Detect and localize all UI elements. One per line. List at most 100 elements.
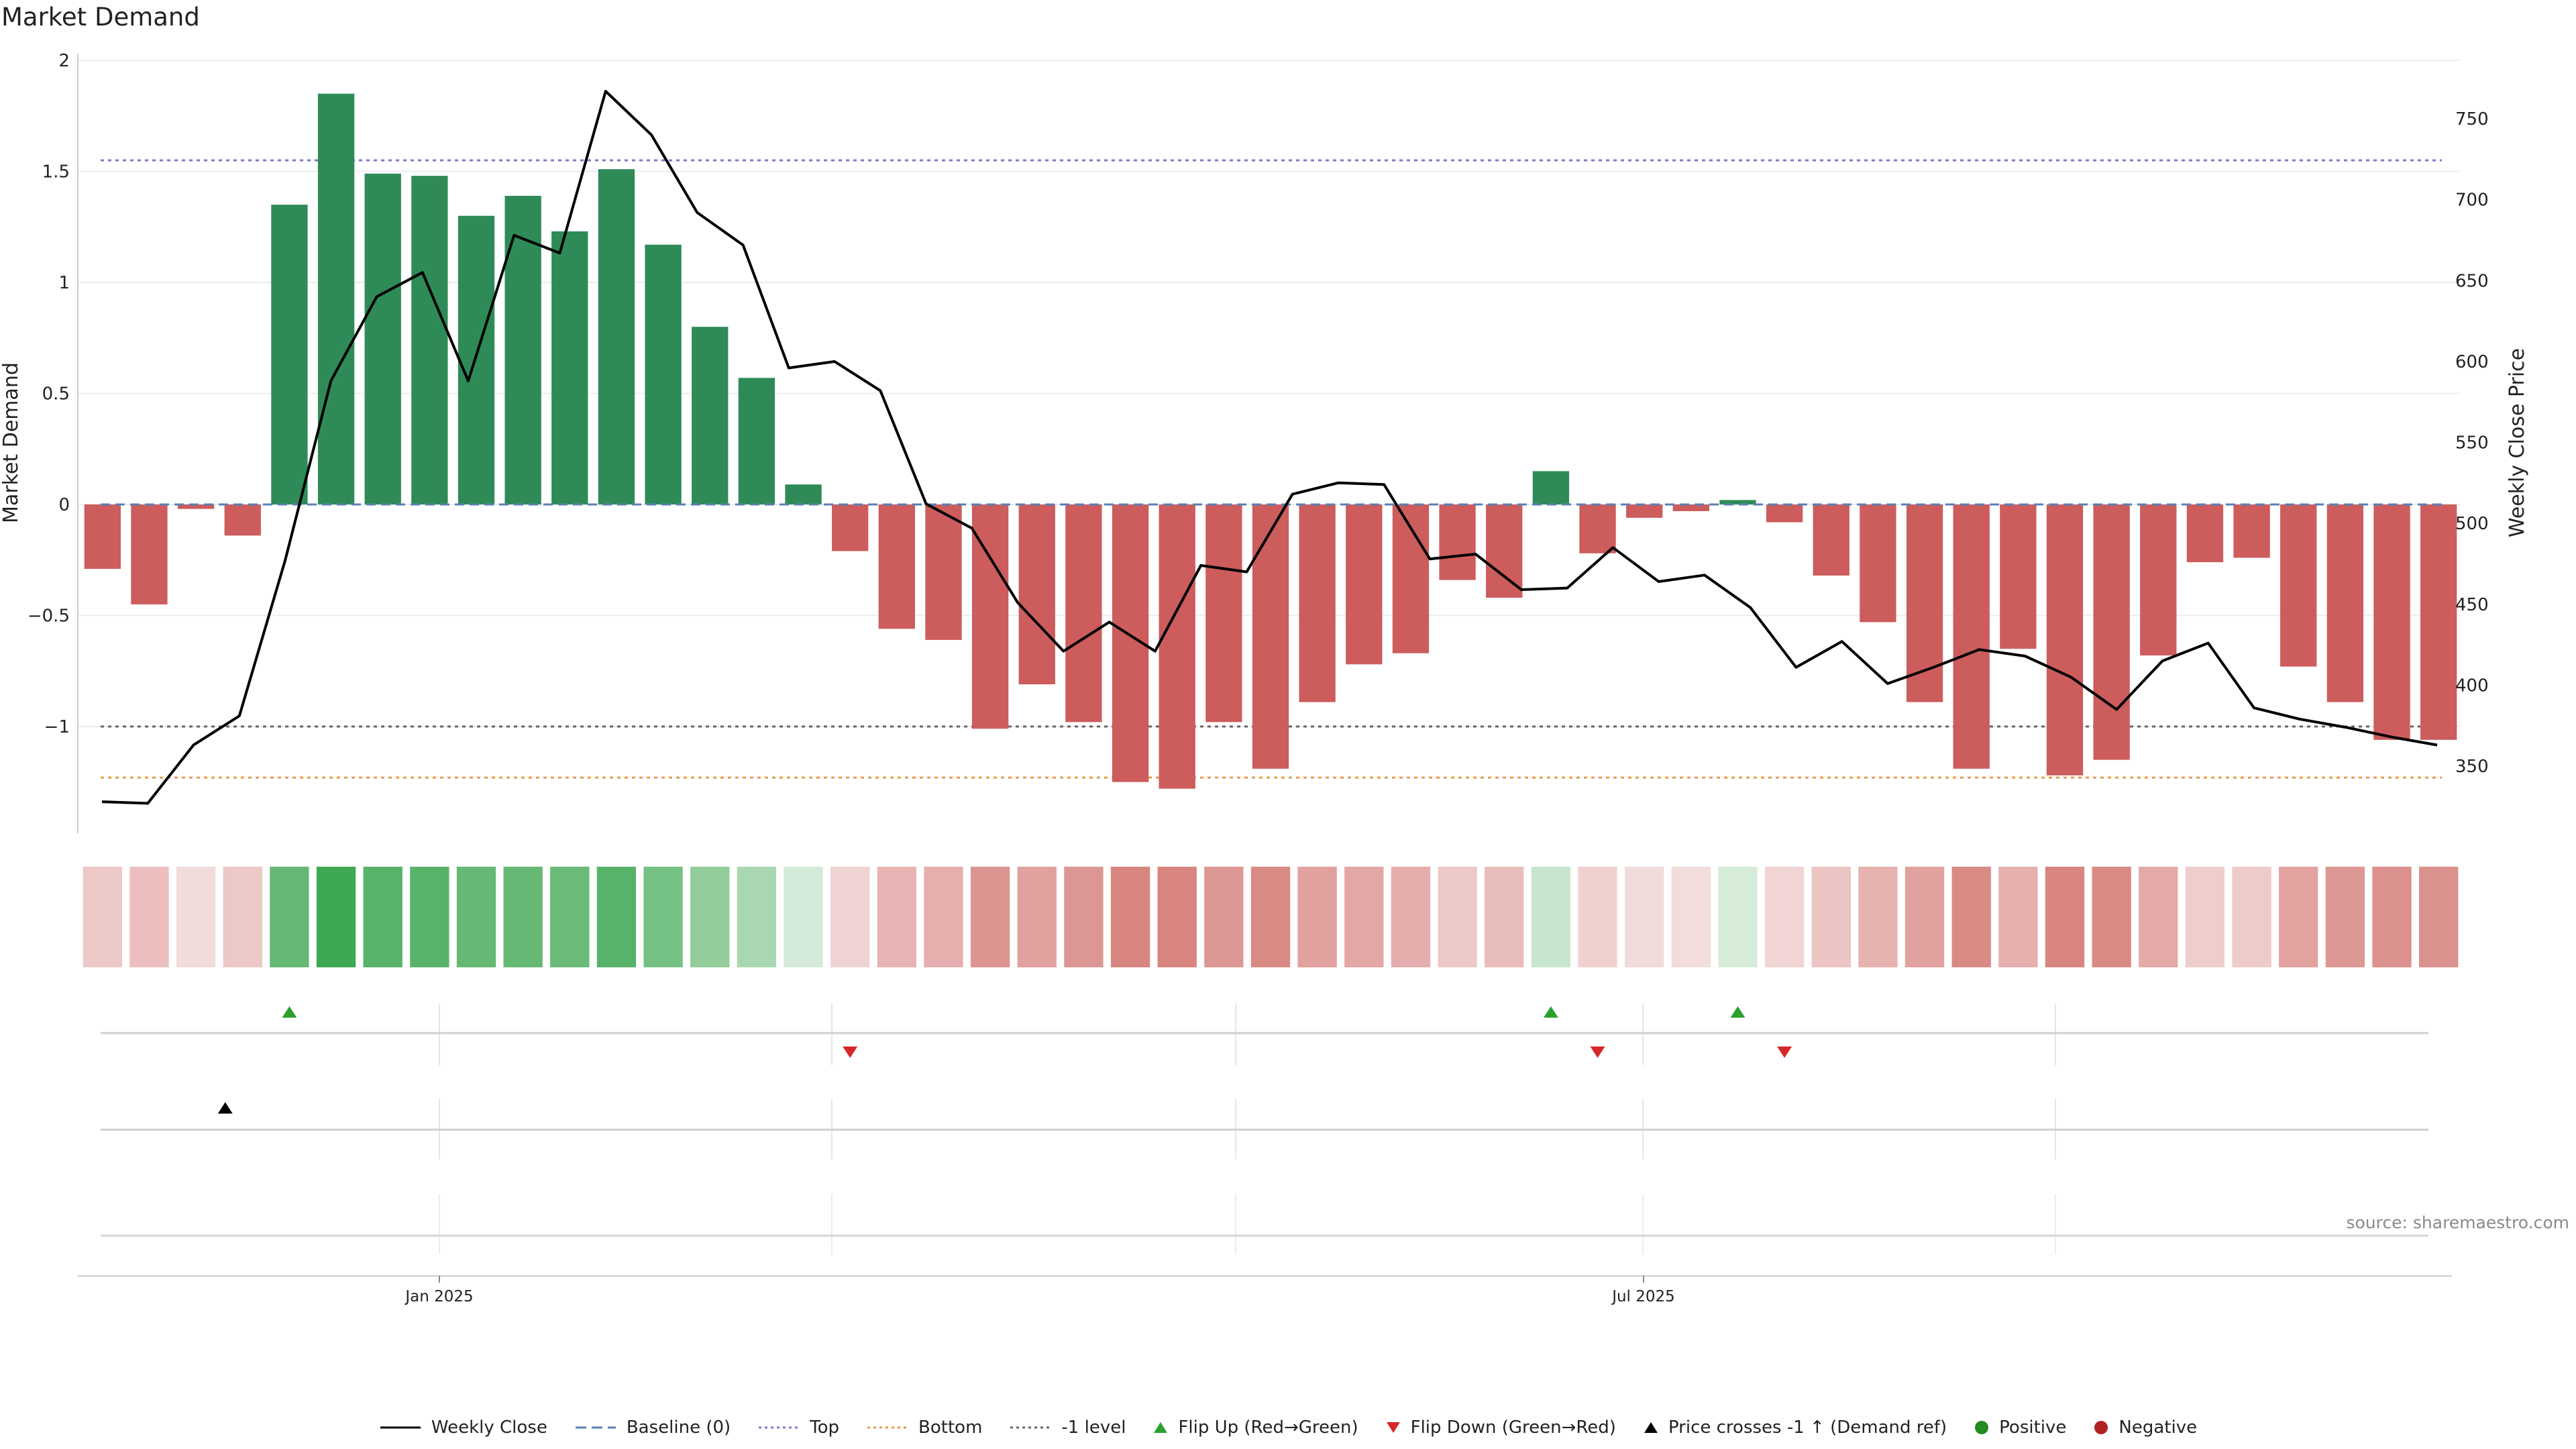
heat-cell [970,867,1010,967]
negative-dot-icon [2094,1421,2108,1434]
demand-bar [177,504,215,509]
y2-tick-label: 350 [2455,757,2489,777]
demand-bar [504,195,541,504]
y2-tick-label: 600 [2455,352,2489,372]
heat-cell [270,867,309,967]
y-tick-label: 0.5 [42,384,70,405]
demand-bar [411,176,448,504]
flip-down-marker [1590,1046,1605,1058]
heat-cell [2419,867,2459,967]
market-demand-chart: 2 1.5 1 0.5 0 −0.5 −1 Market Demand 750 700 650 600… [0,51,2529,1305]
heat-cell [1344,867,1384,967]
heat-cell [1485,867,1524,967]
demand-bar [1018,504,1055,685]
demand-bar [1486,504,1523,598]
legend-item-weekly-close: Weekly Close [379,1417,547,1438]
demand-bar [2373,504,2410,740]
y2-tick-label: 700 [2455,191,2489,211]
demand-bar [1766,504,1803,523]
y2-tick-label: 650 [2455,271,2489,291]
demand-bars [84,93,2457,789]
legend-swatch-top [759,1426,800,1429]
demand-bar [1626,504,1663,518]
demand-bar [224,504,261,536]
flip-down-marker [1777,1046,1792,1058]
demand-bar [971,504,1009,729]
demand-bar [1299,504,1336,702]
demand-bar [2280,504,2317,667]
legend-label: Flip Up (Red→Green) [1178,1417,1358,1438]
legend-item-bottom: Bottom [866,1417,982,1438]
heat-cell [2045,867,2085,967]
y2-axis-label: Weekly Close Price [2506,348,2529,537]
demand-bar [1252,504,1289,769]
demand-bar [2420,504,2457,740]
y2-tick-label: 500 [2455,514,2489,534]
demand-bar [2140,504,2177,656]
legend-swatch-baseline [575,1426,616,1429]
y-tick-label: −1 [44,717,70,737]
y2-tick-label: 400 [2455,676,2489,696]
legend-label: Positive [1999,1417,2067,1438]
legend-item-top: Top [757,1417,839,1438]
demand-bar [1205,504,1242,722]
heat-cell [2232,867,2271,967]
demand-bar [1159,504,1195,789]
demand-bar [1579,504,1616,553]
demand-bar [1439,504,1476,580]
chart-title: Market Demand [1,3,200,32]
legend-item-positive: Positive [1974,1417,2066,1438]
demand-bar [1065,504,1102,722]
positive-dot-icon [1975,1421,1989,1434]
y-axis-label: Market Demand [0,362,23,523]
heat-cell [1531,867,1571,967]
flip-up-marker [1543,1006,1558,1018]
legend-swatch-bottom [867,1426,908,1429]
flip-down-marker-icon [1386,1422,1400,1433]
demand-bar [832,504,869,551]
heat-cell [1157,867,1197,967]
weekly-close-polyline [101,90,2438,805]
heat-cell [1110,867,1150,967]
demand-bar [2186,504,2224,563]
heat-cell [83,867,122,967]
demand-bar [598,169,635,504]
event-panels: Jan 2025 Jul 2025 [78,1004,2452,1305]
legend-item-flip-up: Flip Up (Red→Green) [1152,1417,1358,1438]
heat-cell [877,867,916,967]
legend-item-negative: Negative [2093,1417,2197,1438]
y-tick-label: 1.5 [42,162,70,182]
heat-cell [1297,867,1337,967]
heat-cell [784,867,823,967]
heat-cell [643,867,683,967]
heat-cell [2139,867,2178,967]
heat-cell [2279,867,2318,967]
demand-bar [317,93,355,504]
demand-bar [2093,504,2130,760]
y2-tick-label: 750 [2455,109,2489,129]
heat-cell [737,867,777,967]
heat-cell [503,867,543,967]
heat-cell [176,867,216,967]
heat-cell [316,867,356,967]
flip-up-marker [282,1006,297,1018]
heat-cell [1391,867,1431,967]
heat-cell [830,867,870,967]
heat-cell [363,867,402,967]
demand-bar [364,173,401,504]
legend-swatch-weekly-close [380,1426,421,1429]
demand-bar [1346,504,1383,665]
heat-cell [2372,867,2412,967]
legend-label: -1 level [1061,1417,1126,1438]
legend-item-minus-one-level: -1 level [1009,1417,1126,1438]
heat-cell [1764,867,1805,967]
demand-heat-strip [83,867,2459,967]
demand-bar [1719,500,1756,504]
demand-bar [271,205,308,504]
y-tick-label: 1 [58,273,70,293]
legend-item-flip-down: Flip Down (Green→Red) [1385,1417,1616,1438]
demand-bar [692,327,729,504]
legend-label: Price crosses -1 ↑ (Demand ref) [1668,1417,1947,1438]
demand-bar [1953,504,1990,769]
